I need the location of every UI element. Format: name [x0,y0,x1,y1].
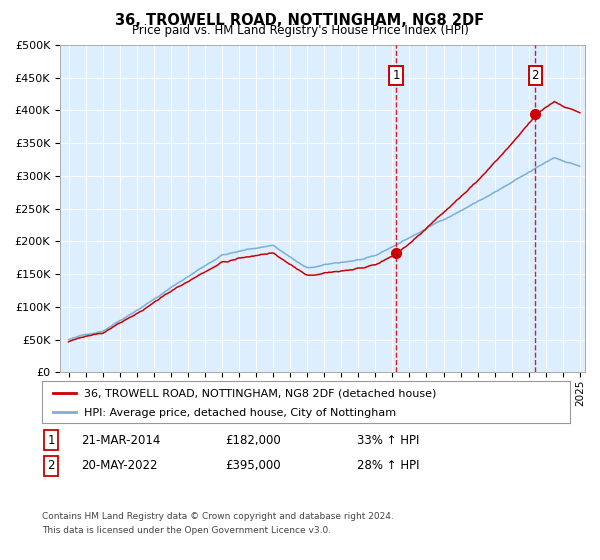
Text: Price paid vs. HM Land Registry's House Price Index (HPI): Price paid vs. HM Land Registry's House … [131,24,469,36]
Text: Contains HM Land Registry data © Crown copyright and database right 2024.: Contains HM Land Registry data © Crown c… [42,512,394,521]
Text: £395,000: £395,000 [225,459,281,473]
Text: 36, TROWELL ROAD, NOTTINGHAM, NG8 2DF: 36, TROWELL ROAD, NOTTINGHAM, NG8 2DF [115,13,485,28]
Text: 2: 2 [532,69,539,82]
Text: 1: 1 [47,433,55,447]
Text: 36, TROWELL ROAD, NOTTINGHAM, NG8 2DF (detached house): 36, TROWELL ROAD, NOTTINGHAM, NG8 2DF (d… [84,389,437,398]
Text: £182,000: £182,000 [225,433,281,447]
Text: 33% ↑ HPI: 33% ↑ HPI [357,433,419,447]
Text: 1: 1 [392,69,400,82]
Text: This data is licensed under the Open Government Licence v3.0.: This data is licensed under the Open Gov… [42,526,331,535]
Text: 20-MAY-2022: 20-MAY-2022 [81,459,157,473]
Text: HPI: Average price, detached house, City of Nottingham: HPI: Average price, detached house, City… [84,408,397,418]
Text: 28% ↑ HPI: 28% ↑ HPI [357,459,419,473]
Text: 21-MAR-2014: 21-MAR-2014 [81,433,160,447]
Text: 2: 2 [47,459,55,473]
